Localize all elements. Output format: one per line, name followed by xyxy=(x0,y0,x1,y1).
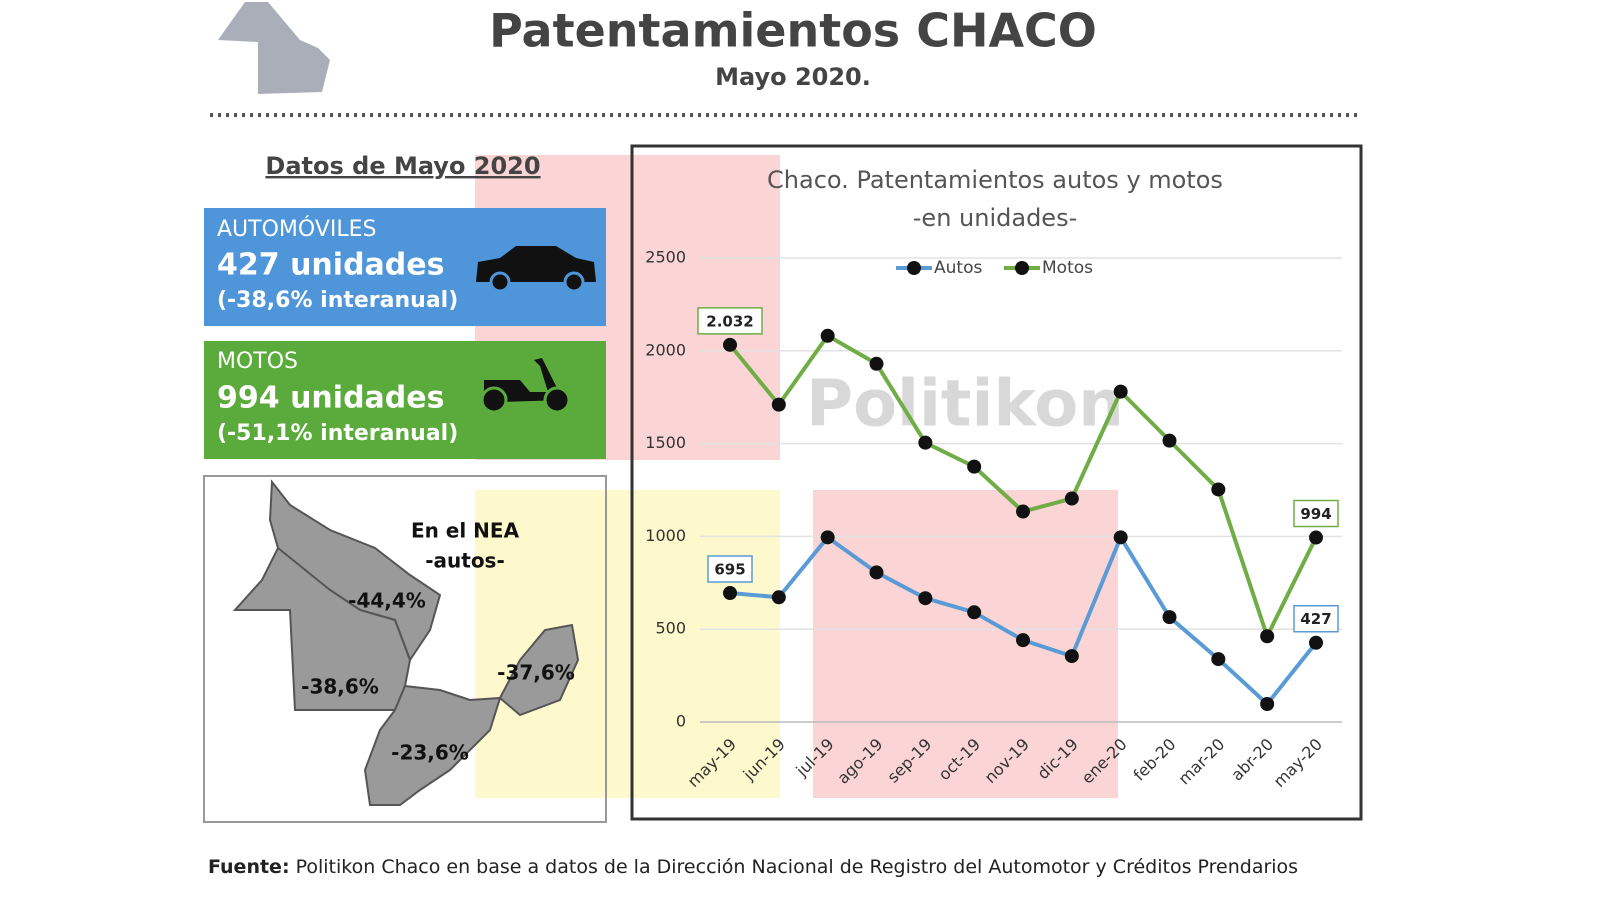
map-subtitle: -autos- xyxy=(425,549,505,573)
value-label: 427 xyxy=(1300,610,1331,628)
data-point xyxy=(1016,504,1030,519)
chart-subtitle: -en unidades- xyxy=(913,204,1077,232)
legend-marker xyxy=(1015,261,1029,275)
legend-marker xyxy=(907,261,921,275)
data-point xyxy=(771,397,786,412)
data-point xyxy=(869,356,884,371)
value-label-box xyxy=(1293,499,1339,528)
x-tick-label: mar-20 xyxy=(1175,735,1229,789)
data-point xyxy=(1113,530,1128,545)
data-point xyxy=(820,530,835,545)
section-title: Datos de Mayo 2020 xyxy=(265,152,540,180)
region-label: -37,6% xyxy=(497,661,575,685)
data-point xyxy=(1211,652,1226,667)
data-point xyxy=(967,459,982,474)
data-point xyxy=(1260,696,1275,711)
data-point xyxy=(869,565,884,580)
data-point xyxy=(1064,491,1079,506)
highlight-band xyxy=(475,490,780,798)
card-label: MOTOS xyxy=(217,349,298,374)
y-tick-label: 1500 xyxy=(645,433,686,452)
data-point xyxy=(1162,610,1177,625)
value-label: 994 xyxy=(1300,505,1331,523)
page-subtitle: Mayo 2020. xyxy=(715,63,871,91)
legend-label: Autos xyxy=(934,258,982,278)
value-label: 2.032 xyxy=(706,312,753,330)
data-point xyxy=(723,586,737,601)
region-label: -23,6% xyxy=(391,741,469,765)
value-label-box xyxy=(697,307,763,335)
map-panel xyxy=(203,475,607,823)
highlight-band xyxy=(813,490,1118,798)
data-point xyxy=(1260,629,1275,644)
data-point xyxy=(918,591,933,606)
data-point xyxy=(723,337,737,352)
data-point xyxy=(1064,649,1079,664)
legend-label: Motos xyxy=(1042,258,1093,278)
page-title: Patentamientos CHACO xyxy=(489,4,1097,58)
data-point xyxy=(918,435,933,450)
y-tick-label: 1000 xyxy=(645,526,686,545)
data-point xyxy=(771,590,786,605)
map-title: En el NEA xyxy=(411,519,520,543)
chart-frame xyxy=(630,144,1363,821)
x-tick-label: feb-20 xyxy=(1129,735,1179,785)
data-point xyxy=(1113,384,1128,399)
card-change: (-51,1% interanual) xyxy=(217,421,458,446)
card-value: 427 unidades xyxy=(217,248,444,283)
data-point xyxy=(1309,530,1323,545)
card-label: AUTOMÓVILES xyxy=(217,216,376,242)
card-value: 994 unidades xyxy=(217,381,444,416)
motorcycle-icon xyxy=(480,358,571,414)
y-tick-label: 2000 xyxy=(645,340,686,359)
card-change: (-38,6% interanual) xyxy=(217,288,458,313)
nea-map xyxy=(232,479,580,806)
region-label: -38,6% xyxy=(301,675,379,699)
chart-title: Chaco. Patentamientos autos y motos xyxy=(767,166,1223,194)
region-label: -44,4% xyxy=(348,589,426,613)
header-logo xyxy=(218,2,330,94)
data-point xyxy=(1162,433,1177,448)
car-icon xyxy=(476,246,596,293)
watermark: Politikon xyxy=(806,368,1124,442)
value-label-box xyxy=(1293,604,1339,633)
source-prefix: Fuente: xyxy=(208,856,290,878)
value-label: 695 xyxy=(714,561,745,579)
y-tick-label: 0 xyxy=(676,712,686,731)
data-point xyxy=(1309,635,1323,650)
value-label-box xyxy=(707,555,753,583)
data-point xyxy=(1211,482,1226,497)
source-text: Politikon Chaco en base a datos de la Di… xyxy=(296,856,1298,878)
source: Fuente: Politikon Chaco en base a datos … xyxy=(208,856,1298,878)
data-point xyxy=(967,605,982,620)
data-point xyxy=(1016,633,1030,648)
data-point xyxy=(820,328,835,343)
y-tick-label: 500 xyxy=(655,619,686,638)
y-tick-label: 2500 xyxy=(645,248,686,267)
x-tick-label: may-20 xyxy=(1270,735,1326,791)
